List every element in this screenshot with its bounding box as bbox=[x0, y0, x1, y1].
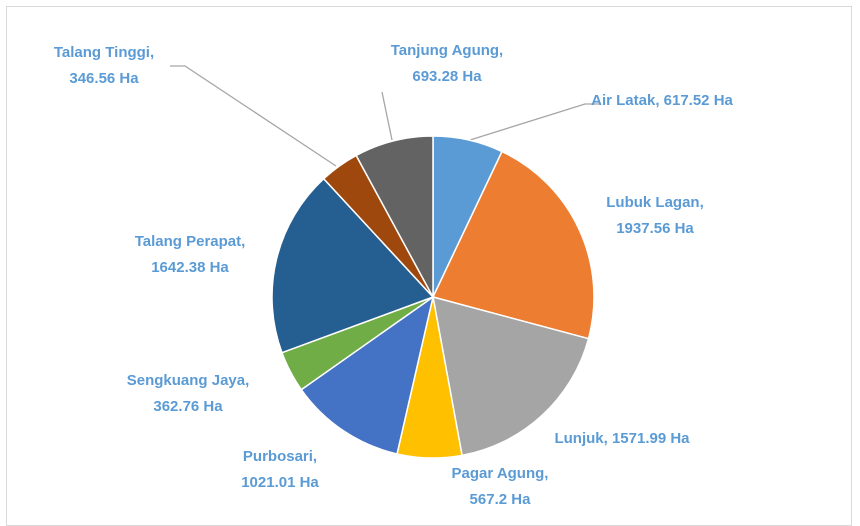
pie-slice bbox=[355, 135, 434, 298]
data-label: Sengkuang Jaya, 362.76 Ha bbox=[126, 372, 250, 415]
pie-slice bbox=[432, 295, 590, 457]
data-label: Lubuk Lagan, 1937.56 Ha bbox=[606, 194, 704, 237]
data-label: Talang Perapat, 1642.38 Ha bbox=[134, 233, 246, 276]
data-label: Talang Tinggi, 346.56 Ha bbox=[53, 44, 155, 87]
data-label: Air Latak, 617.52 Ha bbox=[591, 92, 733, 109]
pie-slice bbox=[431, 150, 595, 340]
leader-line bbox=[381, 91, 393, 141]
pie-slice bbox=[271, 177, 435, 354]
pie-slice bbox=[300, 295, 435, 455]
chart bbox=[170, 65, 600, 459]
data-label: Purbosari, 1021.01 Ha bbox=[241, 448, 319, 491]
data-label: Tanjung Agung, 693.28 Ha bbox=[390, 42, 504, 85]
data-label: Pagar Agung, 567.2 Ha bbox=[451, 465, 549, 508]
page: {"chart_data": {"type": "pie", "values":… bbox=[6, 6, 852, 526]
leader-line bbox=[469, 103, 600, 141]
leader-line bbox=[170, 65, 337, 167]
data-label: Lunjuk, 1571.99 Ha bbox=[554, 430, 690, 447]
